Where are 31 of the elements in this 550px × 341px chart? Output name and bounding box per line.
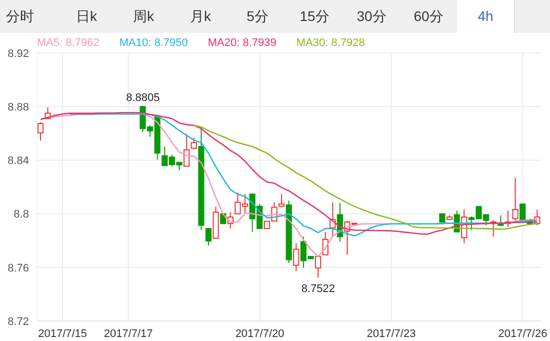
text: 月k [189, 7, 212, 26]
annotation: 8.7522 [301, 282, 336, 295]
y-tick-label: 8.76 [8, 262, 29, 274]
y-tick-label: 8.8 [14, 208, 29, 221]
y-tick-label: 8.92 [8, 48, 29, 60]
text: MA30: 8.7928 [296, 37, 365, 51]
candlestick [205, 228, 212, 246]
text: MA20: 8.7939 [208, 37, 276, 51]
y-tick-label: 8.84 [8, 155, 29, 168]
y-tick-label: 8.88 [8, 102, 29, 114]
candlestick [512, 177, 518, 221]
text: 30分 [356, 7, 388, 26]
x-tick-label: 2017/7/20 [235, 328, 284, 340]
text: 周k [132, 7, 155, 26]
text: 15分 [298, 7, 330, 26]
y-tick-label: 8.72 [8, 316, 29, 328]
text: MA10: 8.7950 [119, 37, 188, 51]
candlestick [293, 242, 300, 272]
text: 60分 [412, 7, 444, 26]
annotation: 8.8805 [126, 92, 160, 104]
candlestick [315, 256, 322, 278]
text: MA5: 8.7962 [37, 37, 100, 51]
x-tick-label: 2017/7/17 [104, 328, 153, 340]
x-tick-label: 2017/7/23 [366, 328, 416, 340]
text: 分时 [5, 7, 35, 26]
x-tick-label: 2017/7/15 [38, 328, 88, 340]
candlestick [520, 204, 526, 220]
text: 4h [457, 0, 515, 33]
text: 5分 [246, 7, 270, 26]
text: 日k [75, 7, 98, 26]
x-tick-label: 2017/7/26 [498, 328, 548, 340]
